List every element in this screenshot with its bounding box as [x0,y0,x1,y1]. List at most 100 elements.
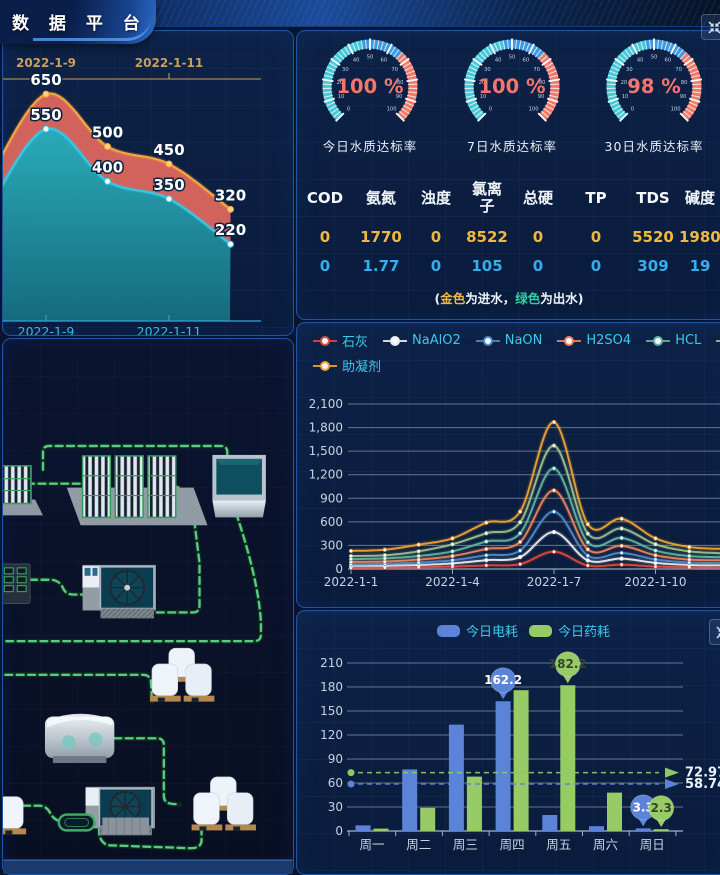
series-swatch-icon [529,624,553,637]
chemical-bags-2 [191,776,256,831]
expand-icon[interactable] [701,14,720,40]
table-cell: 8522 [466,227,508,246]
svg-text:2022-1-11: 2022-1-11 [135,56,203,70]
column-header: 碱度 [684,188,715,207]
table-cell: 0 [532,256,544,275]
series-swatch-icon [437,624,460,637]
svg-text:180: 180 [320,680,343,694]
svg-text:0: 0 [335,562,343,576]
gauge-caption: 30日水质达标率 [604,139,704,154]
svg-text:2022-1-7: 2022-1-7 [527,575,581,589]
water-quality-table: COD 氨氮 浊度 氯离子 总硬 TP TDS 碱度 0 1770 0 8522 0 0 5520 1980 0… [297,180,720,275]
svg-text:周一: 周一 [359,837,384,852]
water-quality-gauge: 0 10 20 30 40 50 60 70 80 90 100 98 % 30日水质达标率 [581,29,720,155]
svg-text:2022-1-9: 2022-1-9 [18,324,75,335]
water-quality-gauge: 0 10 20 30 40 50 60 70 80 90 100 100 % 今日水质达标率 [297,29,443,155]
note-gold-word: 金色 [440,291,466,306]
gauge-caption: 今日水质达标率 [322,139,418,154]
svg-text:10: 10 [622,94,629,100]
legend-item-石灰[interactable]: 石灰 [313,331,368,350]
table-cell: 0 [532,227,544,246]
expand-icon[interactable] [709,619,720,645]
svg-text:周四: 周四 [500,837,525,852]
svg-text:0: 0 [335,824,343,838]
svg-text:20: 20 [479,80,486,86]
table-cell: 0 [590,256,602,275]
legend-item-NaAlO2[interactable]: NaAlO2 [383,333,461,348]
collapse-arrows-icon [707,20,720,34]
app-title-block: 数 据 平 台 [0,0,156,44]
svg-text:100: 100 [671,106,681,112]
svg-text:500: 500 [92,124,123,142]
svg-text:1,200: 1,200 [309,468,343,482]
svg-text:40: 40 [495,58,502,64]
table-cell: 0 [430,227,442,246]
table-cell: 0 [319,256,331,275]
gauge-caption: 7日水质达标率 [467,139,557,154]
svg-text:60: 60 [523,58,530,64]
svg-text:320: 320 [215,186,246,204]
inout-area-chart: 2022-1-9 2022-1-11 2022-1-9 2022-1-11 650 500… [3,56,261,335]
svg-text:450: 450 [153,141,184,159]
table-cell: 105 [471,256,503,275]
svg-text:400: 400 [92,158,123,176]
svg-text:90: 90 [396,94,403,100]
svg-text:60: 60 [328,776,343,790]
series-marker-icon [557,335,582,346]
svg-text:周二: 周二 [406,837,431,852]
svg-text:350: 350 [153,176,184,194]
svg-text:80: 80 [397,80,404,86]
svg-text:30: 30 [626,67,633,73]
legend-label: NaAlO2 [412,333,461,348]
sludge-tank [44,713,115,764]
svg-text:100 %: 100 % [336,75,403,98]
svg-text:1,500: 1,500 [309,444,343,458]
table-cell: 0 [430,256,442,275]
clarifier-1 [82,564,156,619]
svg-text:100: 100 [387,106,397,112]
legend-item-今日药耗[interactable]: 今日药耗 [529,621,610,640]
table-cell: 0 [319,227,331,246]
svg-text:0: 0 [347,106,350,112]
equipment-slab [102,817,149,835]
plant-3d-panel [2,338,294,875]
legend-item-助凝剂[interactable]: 助凝剂 [313,356,381,375]
column-header: 氯离子 [471,180,502,216]
series-marker-icon [716,335,720,346]
svg-text:2022-1-1: 2022-1-1 [324,575,378,589]
membrane-rack-station [66,455,208,526]
legend-item-今日电耗[interactable]: 今日电耗 [437,621,518,640]
dosing-legend: 石灰 NaAlO2 NaON H2SO4 HCL NaCLO 助凝剂 [313,331,720,375]
table-cell: 309 [637,256,669,275]
legend-item-NaON[interactable]: NaON [475,333,542,348]
svg-text:90: 90 [538,94,545,100]
collapse-arrows-icon [715,625,720,639]
svg-text:20: 20 [337,80,344,86]
column-header: 总硬 [522,188,553,207]
note-open: ( [434,291,441,306]
svg-text:90: 90 [328,752,343,766]
svg-text:150: 150 [320,704,343,718]
svg-text:40: 40 [637,58,644,64]
series-marker-icon [313,360,337,371]
svg-text:80: 80 [681,80,688,86]
svg-text:10: 10 [480,94,487,100]
dosing-trend-panel: 石灰 NaAlO2 NaON H2SO4 HCL NaCLO 助凝剂 0 300 600 900 1… [296,322,720,608]
svg-text:周六: 周六 [593,837,618,852]
consumption-legend: 今日电耗 今日药耗 [297,621,720,640]
svg-text:40: 40 [353,58,360,64]
svg-text:2.3: 2.3 [651,801,672,815]
legend-item-H2SO4[interactable]: H2SO4 [557,333,631,348]
legend-item-HCL[interactable]: HCL [646,333,701,348]
svg-text:50: 50 [651,54,658,60]
svg-text:50: 50 [509,54,516,60]
svg-text:100 %: 100 % [478,75,545,98]
value-balloon: 3.3 [630,794,657,827]
value-balloon: 2.3 [648,795,675,828]
legend-item-NaCLO[interactable]: NaCLO [716,333,720,348]
svg-text:900: 900 [320,491,343,505]
column-header: 浊度 [420,188,451,207]
svg-text:30: 30 [342,67,349,73]
